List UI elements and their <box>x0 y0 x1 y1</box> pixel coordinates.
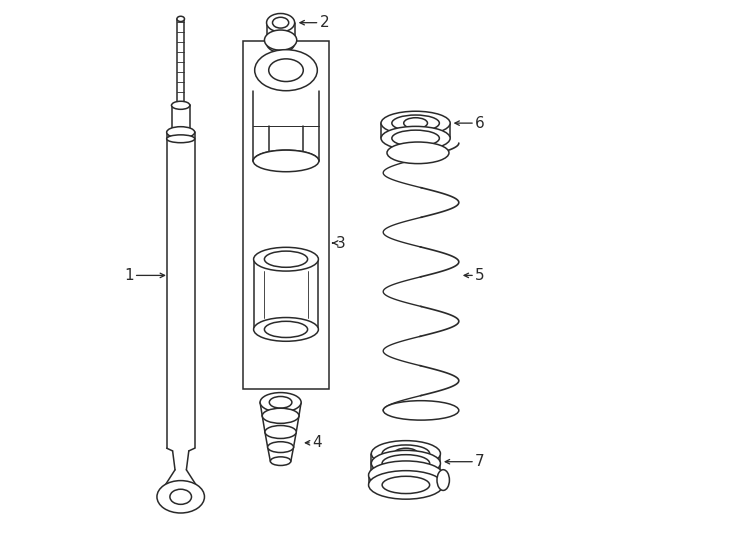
Ellipse shape <box>264 30 297 50</box>
Ellipse shape <box>157 481 205 513</box>
Text: 3: 3 <box>335 235 346 251</box>
Ellipse shape <box>262 408 299 423</box>
Ellipse shape <box>368 461 443 489</box>
Ellipse shape <box>392 115 440 131</box>
Ellipse shape <box>383 401 459 420</box>
Ellipse shape <box>269 59 303 82</box>
Ellipse shape <box>167 127 195 138</box>
Ellipse shape <box>371 450 440 476</box>
Ellipse shape <box>371 441 440 467</box>
Text: 5: 5 <box>475 268 484 283</box>
Ellipse shape <box>437 470 449 490</box>
Ellipse shape <box>172 102 190 109</box>
Ellipse shape <box>270 457 291 465</box>
Ellipse shape <box>387 142 449 164</box>
Bar <box>243 40 330 389</box>
Ellipse shape <box>172 129 190 136</box>
Ellipse shape <box>272 17 288 28</box>
Ellipse shape <box>255 50 317 91</box>
Ellipse shape <box>266 14 294 32</box>
Ellipse shape <box>167 135 195 143</box>
Text: 6: 6 <box>475 116 484 131</box>
Ellipse shape <box>253 150 319 172</box>
Ellipse shape <box>266 34 294 52</box>
Ellipse shape <box>268 442 294 453</box>
Ellipse shape <box>170 489 192 504</box>
Ellipse shape <box>368 471 443 499</box>
Ellipse shape <box>265 426 297 438</box>
Ellipse shape <box>272 38 288 49</box>
Ellipse shape <box>254 318 319 341</box>
Ellipse shape <box>404 118 427 129</box>
Text: 7: 7 <box>475 454 484 469</box>
Ellipse shape <box>260 393 301 412</box>
Text: 4: 4 <box>312 435 321 450</box>
Ellipse shape <box>254 247 319 271</box>
Ellipse shape <box>381 111 450 135</box>
Text: 1: 1 <box>124 268 134 283</box>
Ellipse shape <box>381 126 450 150</box>
Ellipse shape <box>177 16 184 22</box>
Text: 2: 2 <box>319 15 329 30</box>
